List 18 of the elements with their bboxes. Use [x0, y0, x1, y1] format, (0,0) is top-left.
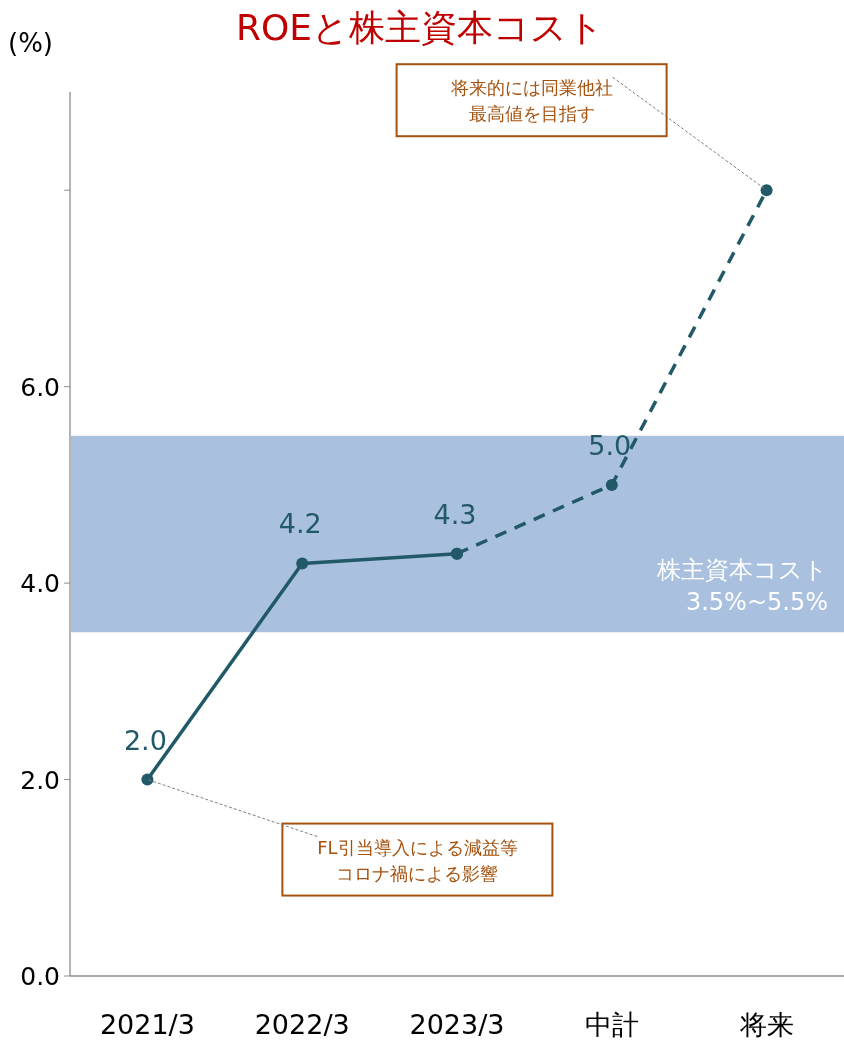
x-tick-label: 2023/3 [409, 1009, 505, 1040]
y-tick-label: 0.0 [20, 962, 60, 991]
data-label: 4.2 [278, 508, 322, 540]
x-tick-label: 中計 [584, 1009, 639, 1040]
x-tick-label: 将来 [738, 1009, 794, 1040]
data-label: 4.3 [433, 498, 477, 530]
band-label: 株主資本コスト 3.5%~5.5% [656, 556, 828, 617]
x-tick-label: 2022/3 [254, 1009, 350, 1040]
y-tick-label: 4.0 [20, 569, 60, 599]
y-tick-label: 6.0 [20, 372, 60, 402]
y-tick-label: 2.0 [20, 765, 60, 795]
data-label: 5.0 [588, 429, 632, 461]
annotation: 将来的には同業他社最高値を目指す [449, 77, 613, 125]
data-label: 2.0 [123, 724, 167, 756]
y-axis-title: (%) [8, 28, 53, 58]
x-tick-label: 2021/3 [99, 1009, 195, 1040]
chart-title: ROEと株主資本コスト [235, 7, 605, 48]
annotation: FL引当導入による減益等コロナ禍による影響 [317, 836, 518, 884]
